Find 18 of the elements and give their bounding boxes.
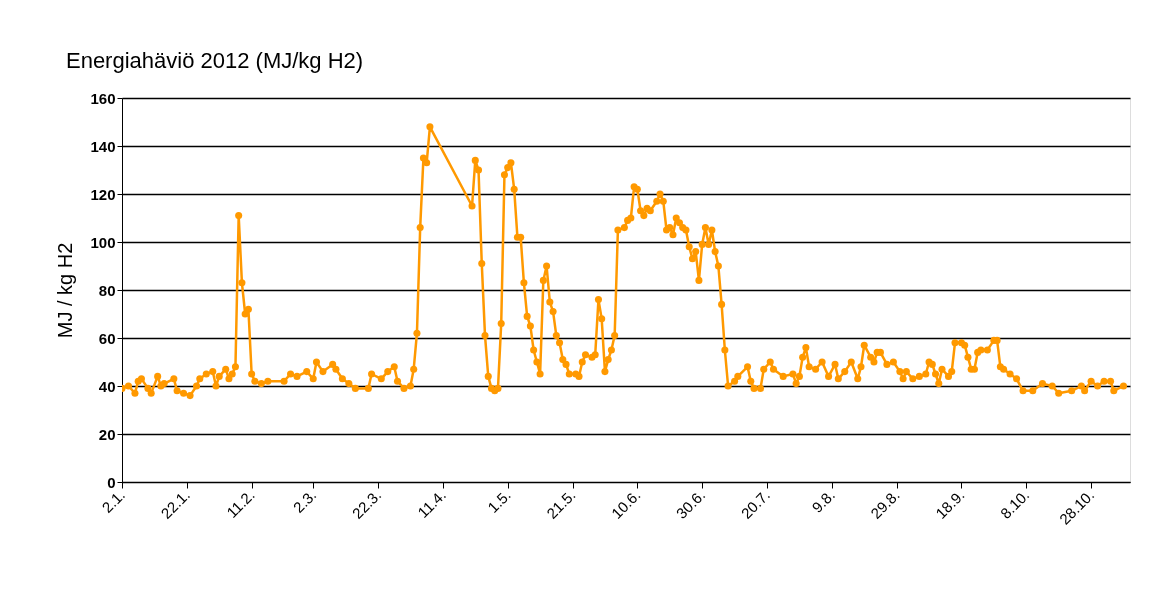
y-tick-label: 60 — [98, 329, 116, 347]
y-tick-label: 140 — [90, 137, 116, 155]
x-tick-label: 11.4. — [414, 486, 450, 521]
y-tick-label: 100 — [90, 233, 116, 251]
x-tick-label: 2.3. — [289, 486, 320, 516]
y-tick-label: 160 — [90, 89, 116, 107]
x-tick-label: 11.2. — [222, 486, 258, 521]
y-tick-label: 80 — [98, 281, 116, 299]
x-tick-label: 30.6. — [672, 486, 709, 522]
y-tick-label: 40 — [98, 377, 116, 395]
y-tick-label: 0 — [107, 473, 116, 491]
x-tick-label: 22.1. — [157, 486, 193, 522]
y-axis-title: MJ / kg H2 — [54, 242, 77, 339]
y-tick-label: 20 — [98, 425, 116, 443]
x-tick-label: 9.8. — [808, 486, 838, 516]
y-tick-label: 120 — [90, 185, 116, 203]
x-tick-label: 1.5. — [484, 486, 514, 516]
chart-title: Energiahäviö 2012 (MJ/kg H2) — [65, 48, 364, 73]
